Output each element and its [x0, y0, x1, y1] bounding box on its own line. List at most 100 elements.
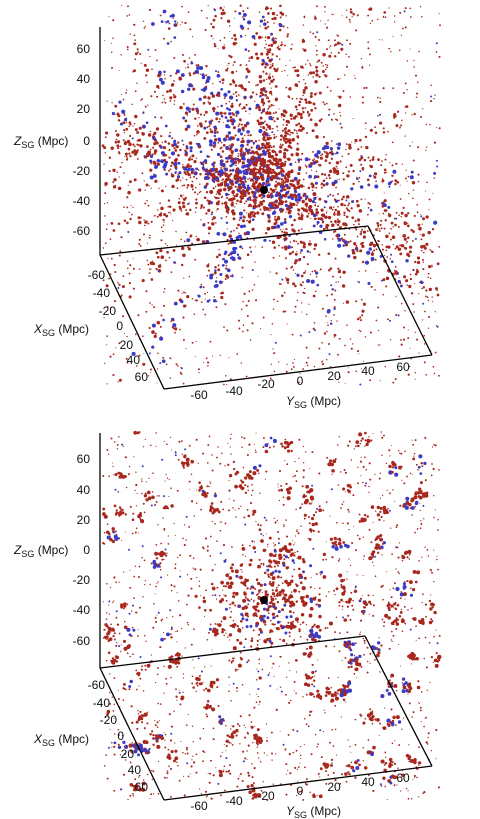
p2-point-red [385, 756, 387, 758]
p2-point-blue [201, 489, 205, 493]
p1-point-red [312, 32, 315, 35]
p1-point-red [249, 246, 252, 249]
p1-point-red [112, 168, 116, 172]
p1-point-blue [238, 12, 242, 15]
p2-point-red [408, 580, 413, 585]
p1-point-red [381, 248, 384, 251]
p1-point-red [261, 63, 264, 66]
p1-x-tick: 60 [135, 370, 149, 384]
p1-point-red [233, 195, 236, 198]
p1-point-red [223, 326, 225, 328]
p2-point-red [416, 570, 421, 575]
p1-point-red [388, 7, 390, 9]
p1-point-red [197, 125, 199, 127]
p1-point-red [151, 260, 154, 262]
p1-point-red [177, 201, 181, 205]
p1-point-red [305, 172, 308, 174]
p1-point-red [168, 148, 171, 151]
p2-point-red [417, 761, 422, 765]
p1-point-red [226, 67, 229, 70]
p1-point-red [116, 144, 120, 148]
p1-point-red [117, 381, 119, 383]
p1-point-red [153, 149, 158, 153]
p1-point-red [274, 215, 277, 218]
p2-point-red [264, 449, 269, 454]
p2-point-red [324, 712, 326, 714]
p1-point-red [157, 264, 162, 268]
p1-point-red [204, 110, 208, 114]
p1-point-red [354, 142, 356, 144]
p2-point-red [188, 480, 191, 483]
p1-y-tick: 20 [327, 369, 341, 383]
p1-point-red [285, 123, 288, 127]
p2-point-red [285, 482, 288, 486]
p1-point-red [267, 76, 272, 80]
p1-point-red [114, 104, 118, 108]
p1-point-red [228, 100, 231, 103]
p1-point-red [322, 179, 326, 183]
p1-point-red [312, 192, 317, 197]
p1-point-red [125, 153, 127, 156]
p1-point-red [226, 64, 228, 66]
p2-point-red [123, 625, 128, 630]
p1-point-blue [244, 171, 249, 175]
p1-point-red [211, 222, 215, 226]
p1-point-red [125, 92, 127, 94]
p2-point-red [413, 495, 418, 500]
p1-point-red [265, 72, 268, 75]
p1-point-red [123, 332, 125, 335]
p1-point-red [289, 193, 294, 197]
p1-point-blue [259, 19, 264, 23]
p1-point-red [276, 125, 279, 128]
p2-point-red [433, 444, 435, 446]
p1-point-red [278, 28, 282, 32]
p2-point-red [408, 502, 412, 507]
p1-point-blue [259, 95, 262, 98]
p1-point-blue [368, 174, 372, 178]
p1-point-red [428, 273, 430, 275]
p1-point-red [292, 269, 295, 271]
p2-point-red [363, 642, 366, 644]
p2-point-red [390, 527, 392, 529]
p2-point-red [369, 652, 372, 655]
p1-point-red [249, 211, 254, 215]
p1-point-red [236, 199, 239, 203]
p1-point-red [138, 354, 141, 357]
p1-point-blue [213, 131, 217, 135]
p1-point-red [363, 86, 366, 90]
p1-point-red [215, 93, 219, 97]
p2-point-red [175, 695, 178, 698]
p1-point-red [149, 130, 151, 133]
p1-point-red [160, 226, 163, 229]
p1-point-red [207, 96, 211, 100]
p2-point-red [424, 493, 429, 498]
p1-point-red [402, 206, 405, 209]
p1-point-blue [197, 294, 200, 297]
p1-point-red [155, 267, 158, 271]
p1-point-red [237, 155, 240, 158]
p2-point-red [284, 447, 287, 450]
p1-point-red [297, 242, 299, 245]
p1-point-red [132, 287, 135, 290]
p1-point-red [189, 28, 192, 31]
p2-point-red [228, 473, 233, 478]
p1-point-red [173, 100, 176, 102]
p1-point-red [400, 215, 402, 218]
p1-point-red [167, 211, 170, 214]
p1-point-red [304, 271, 306, 274]
p1-point-red [199, 73, 201, 75]
p1-point-red [263, 19, 266, 22]
p2-point-red [168, 478, 170, 481]
p1-point-red [243, 202, 246, 205]
p1-point-red [247, 49, 250, 53]
p2-point-red [281, 445, 284, 448]
p1-point-red [207, 4, 209, 7]
p1-point-red [177, 289, 180, 292]
p1-point-red [149, 55, 151, 58]
p1-point-red [275, 188, 277, 191]
p2-point-red [140, 668, 143, 671]
p1-point-red [126, 48, 129, 51]
p2-point-red [113, 600, 115, 602]
p1-point-red [117, 281, 119, 284]
p1-point-blue [403, 10, 406, 13]
